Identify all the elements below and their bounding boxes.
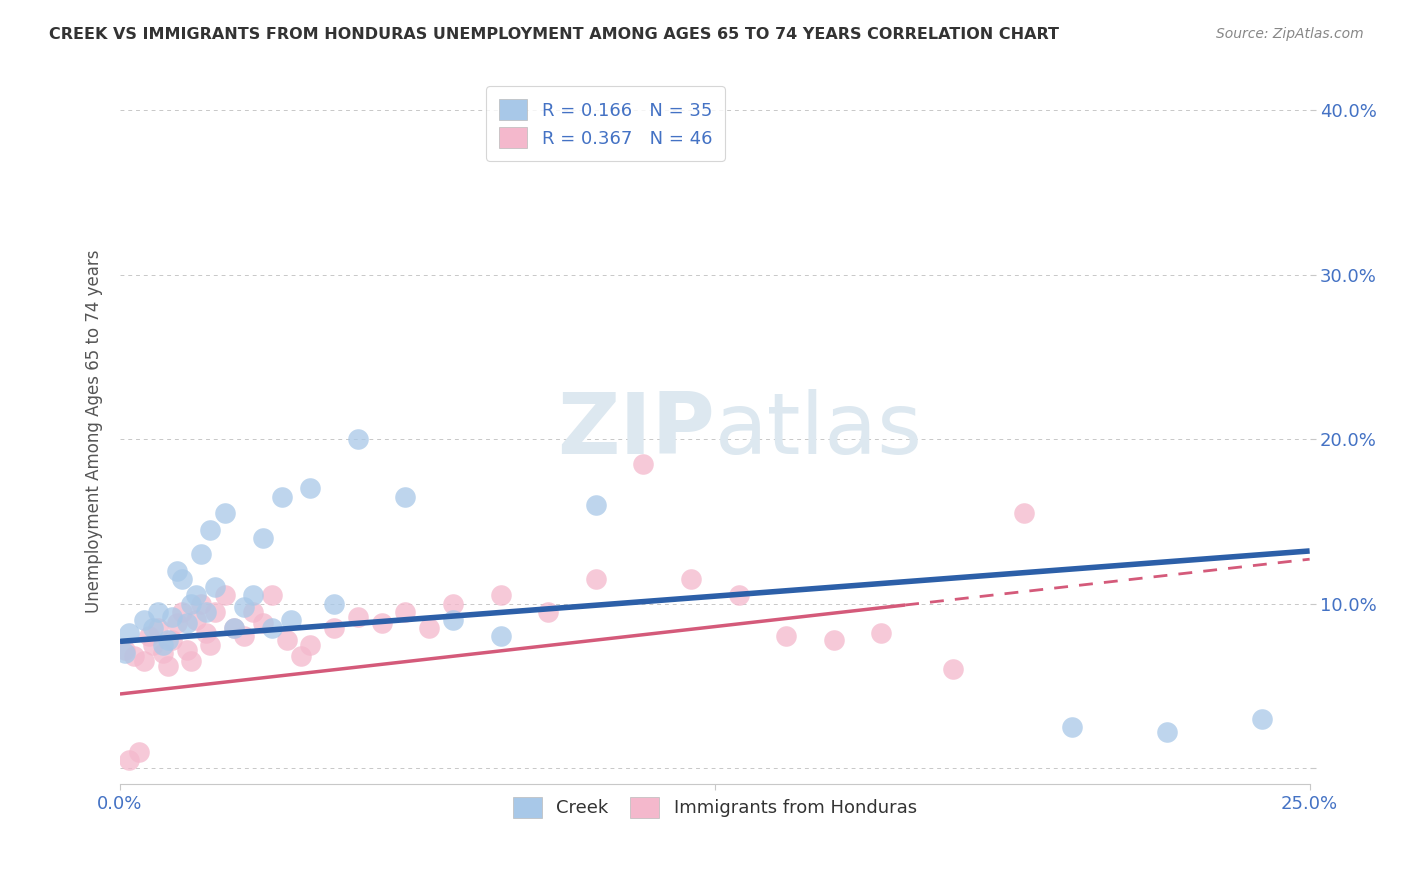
Point bbox=[152, 646, 174, 660]
Text: CREEK VS IMMIGRANTS FROM HONDURAS UNEMPLOYMENT AMONG AGES 65 TO 74 YEARS CORRELA: CREEK VS IMMIGRANTS FROM HONDURAS UNEMPL… bbox=[49, 27, 1059, 42]
Point bbox=[942, 662, 965, 676]
Point bbox=[633, 457, 655, 471]
Point bbox=[214, 588, 236, 602]
Point bbox=[585, 498, 607, 512]
Point bbox=[290, 649, 312, 664]
Point bbox=[190, 547, 212, 561]
Point bbox=[394, 605, 416, 619]
Point bbox=[276, 632, 298, 647]
Point bbox=[194, 626, 217, 640]
Point bbox=[232, 630, 254, 644]
Point bbox=[170, 605, 193, 619]
Point bbox=[122, 649, 145, 664]
Point bbox=[270, 490, 292, 504]
Point bbox=[262, 588, 284, 602]
Point bbox=[204, 580, 226, 594]
Point bbox=[142, 621, 165, 635]
Point bbox=[194, 605, 217, 619]
Point bbox=[242, 588, 264, 602]
Point bbox=[118, 753, 141, 767]
Point bbox=[176, 642, 198, 657]
Point bbox=[118, 626, 141, 640]
Point bbox=[1012, 506, 1035, 520]
Point bbox=[142, 638, 165, 652]
Point bbox=[152, 638, 174, 652]
Point bbox=[224, 621, 246, 635]
Point bbox=[114, 642, 136, 657]
Point bbox=[1156, 724, 1178, 739]
Point bbox=[132, 654, 155, 668]
Point bbox=[823, 632, 845, 647]
Point bbox=[585, 572, 607, 586]
Point bbox=[176, 616, 198, 631]
Point bbox=[200, 523, 222, 537]
Point bbox=[184, 588, 207, 602]
Point bbox=[489, 588, 512, 602]
Text: atlas: atlas bbox=[714, 390, 922, 473]
Point bbox=[114, 646, 136, 660]
Point bbox=[166, 616, 188, 631]
Point bbox=[1060, 720, 1083, 734]
Point bbox=[347, 609, 370, 624]
Point bbox=[323, 597, 346, 611]
Y-axis label: Unemployment Among Ages 65 to 74 years: Unemployment Among Ages 65 to 74 years bbox=[86, 249, 103, 613]
Point bbox=[775, 630, 797, 644]
Point bbox=[280, 613, 302, 627]
Point bbox=[180, 654, 202, 668]
Point bbox=[138, 630, 160, 644]
Text: Source: ZipAtlas.com: Source: ZipAtlas.com bbox=[1216, 27, 1364, 41]
Point bbox=[200, 638, 222, 652]
Point bbox=[299, 638, 322, 652]
Point bbox=[146, 621, 169, 635]
Point bbox=[299, 482, 322, 496]
Point bbox=[232, 599, 254, 614]
Point bbox=[441, 597, 464, 611]
Point bbox=[184, 613, 207, 627]
Point bbox=[727, 588, 749, 602]
Point bbox=[128, 745, 150, 759]
Text: ZIP: ZIP bbox=[557, 390, 714, 473]
Point bbox=[132, 613, 155, 627]
Point bbox=[224, 621, 246, 635]
Point bbox=[166, 564, 188, 578]
Point bbox=[347, 432, 370, 446]
Point bbox=[204, 605, 226, 619]
Point bbox=[156, 632, 179, 647]
Point bbox=[1251, 712, 1274, 726]
Point bbox=[370, 616, 392, 631]
Point bbox=[190, 597, 212, 611]
Point bbox=[870, 626, 893, 640]
Point bbox=[323, 621, 346, 635]
Legend: Creek, Immigrants from Honduras: Creek, Immigrants from Honduras bbox=[506, 789, 924, 825]
Point bbox=[252, 531, 274, 545]
Point bbox=[394, 490, 416, 504]
Point bbox=[679, 572, 702, 586]
Point bbox=[162, 632, 184, 647]
Point bbox=[489, 630, 512, 644]
Point bbox=[170, 572, 193, 586]
Point bbox=[252, 616, 274, 631]
Point bbox=[146, 605, 169, 619]
Point bbox=[180, 597, 202, 611]
Point bbox=[537, 605, 560, 619]
Point bbox=[214, 506, 236, 520]
Point bbox=[441, 613, 464, 627]
Point bbox=[262, 621, 284, 635]
Point bbox=[156, 659, 179, 673]
Point bbox=[418, 621, 440, 635]
Point bbox=[242, 605, 264, 619]
Point bbox=[162, 609, 184, 624]
